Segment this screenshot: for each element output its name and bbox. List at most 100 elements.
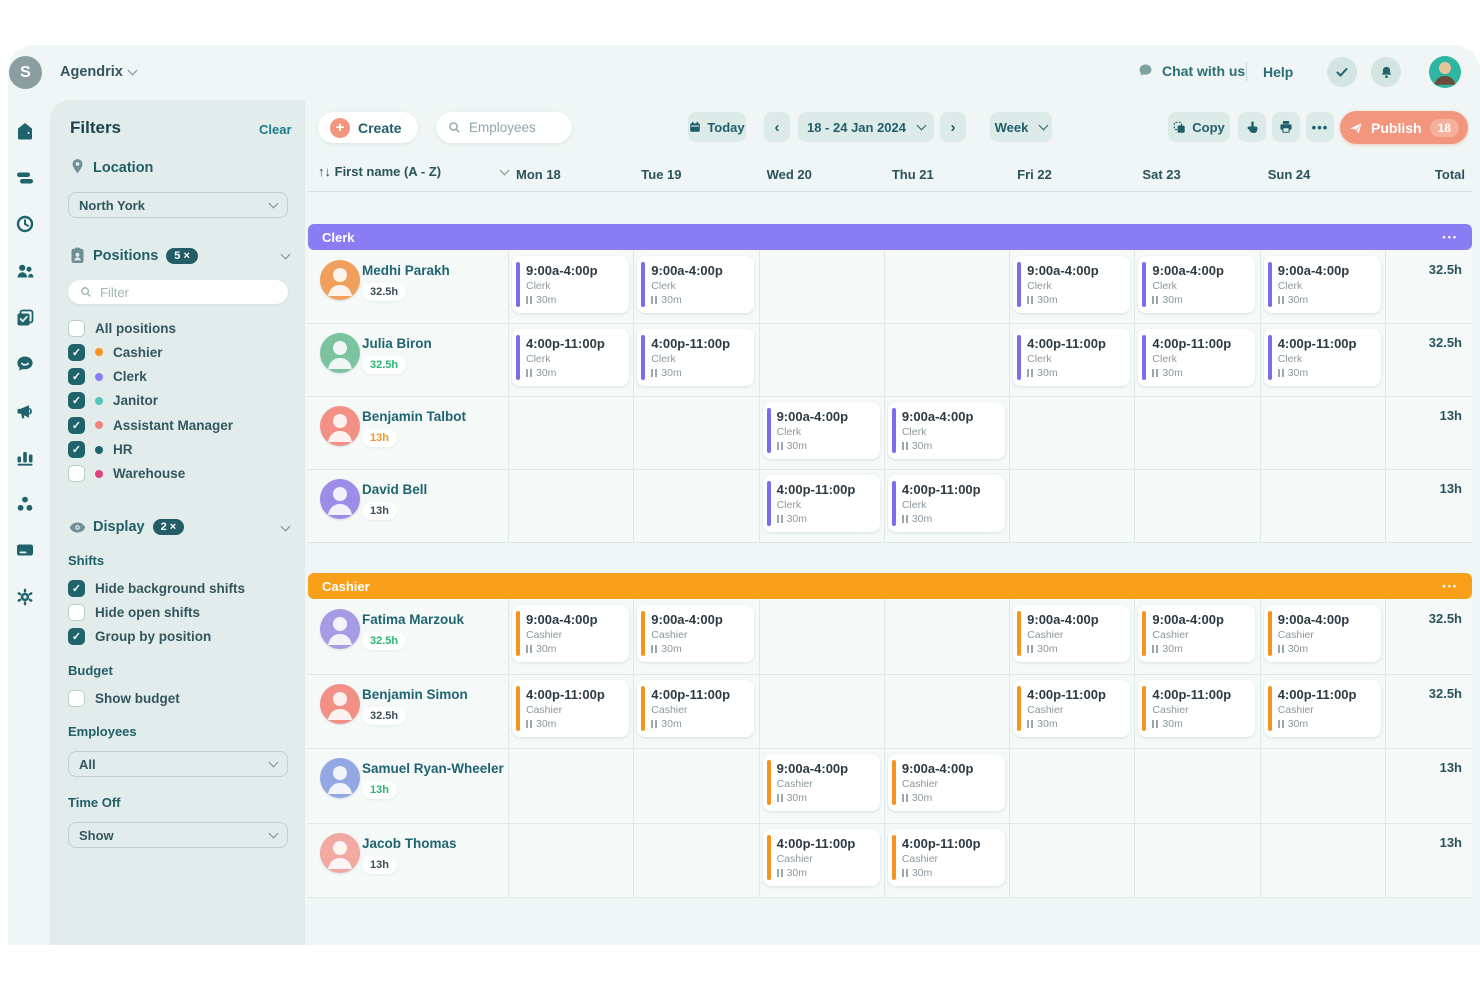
checkbox[interactable] — [68, 465, 85, 483]
position-filter-cashier[interactable]: ✓ Cashier — [68, 342, 163, 362]
prev-week-button[interactable]: ‹ — [764, 112, 790, 142]
shift-card[interactable]: 4:00p-11:00p Clerk 30m — [512, 329, 629, 386]
help-link[interactable]: Help — [1263, 64, 1294, 80]
shift-card[interactable]: 4:00p-11:00p Clerk 30m — [1263, 329, 1381, 386]
position-filter-assistant-manager[interactable]: ✓ Assistant Manager — [68, 415, 233, 435]
positions-header[interactable]: Positions 5 × — [93, 248, 198, 264]
rail-item-schedule[interactable] — [15, 168, 35, 188]
today-button[interactable]: Today — [688, 112, 746, 142]
employee-name[interactable]: Samuel Ryan-Wheeler — [362, 761, 504, 776]
position-filter-warehouse[interactable]: Warehouse — [68, 464, 185, 484]
checkbox[interactable] — [68, 689, 85, 707]
shift-card[interactable]: 4:00p-11:00p Cashier 30m — [512, 679, 629, 737]
rail-item-team[interactable] — [15, 261, 35, 281]
shift-card[interactable]: 9:00a-4:00p Cashier 30m — [762, 754, 880, 811]
shift-card[interactable]: 9:00a-4:00p Cashier 30m — [1013, 605, 1131, 662]
checkbox[interactable]: ✓ — [68, 343, 85, 361]
positions-count-badge[interactable]: 5 × — [166, 248, 198, 264]
timeoff-select[interactable]: Show — [68, 822, 288, 848]
display-option-group-by-position[interactable]: ✓ Group by position — [68, 627, 211, 647]
checkbox[interactable]: ✓ — [68, 579, 85, 597]
employee-name[interactable]: Julia Biron — [362, 336, 432, 351]
checkbox[interactable] — [68, 603, 85, 621]
shift-card[interactable]: 4:00p-11:00p Cashier 30m — [887, 828, 1005, 886]
shift-card[interactable]: 4:00p-11:00p Clerk 30m — [762, 475, 880, 532]
checkbox[interactable]: ✓ — [68, 392, 85, 410]
shift-card[interactable]: 9:00a-4:00p Cashier 30m — [887, 754, 1005, 811]
publish-button[interactable]: Publish 18 — [1340, 111, 1468, 144]
rail-item-reports[interactable] — [15, 447, 35, 467]
rail-item-announcements[interactable] — [15, 401, 35, 421]
shift-card[interactable]: 4:00p-11:00p Clerk 30m — [887, 475, 1005, 532]
employee-name[interactable]: Benjamin Simon — [362, 686, 468, 702]
budget-option-show-budget[interactable]: Show budget — [68, 688, 180, 708]
user-avatar[interactable] — [1429, 56, 1461, 88]
shift-card[interactable]: 9:00a-4:00p Cashier 30m — [512, 605, 629, 662]
checkbox[interactable]: ✓ — [68, 628, 85, 646]
checkbox[interactable]: ✓ — [68, 368, 85, 386]
group-menu-button[interactable]: ••• — [1442, 581, 1458, 591]
workspace-switcher[interactable]: Agendrix — [60, 63, 138, 81]
shift-card[interactable]: 9:00a-4:00p Clerk 30m — [887, 402, 1005, 459]
shift-card[interactable]: 4:00p-11:00p Cashier 30m — [762, 828, 880, 886]
date-range-button[interactable]: 18 - 24 Jan 2024 — [798, 112, 934, 142]
shift-card[interactable]: 9:00a-4:00p Clerk 30m — [512, 256, 629, 313]
employee-name[interactable]: David Bell — [362, 482, 428, 497]
employee-name[interactable]: Benjamin Talbot — [362, 409, 467, 424]
location-select[interactable]: North York — [68, 192, 288, 218]
shift-card[interactable]: 9:00a-4:00p Cashier 30m — [1263, 605, 1381, 662]
positions-filter-input[interactable]: Filter — [68, 280, 288, 304]
copy-button[interactable]: Copy — [1168, 112, 1230, 142]
employee-search-input[interactable]: Employees — [436, 112, 572, 143]
print-button[interactable] — [1272, 112, 1300, 142]
shift-card[interactable]: 9:00a-4:00p Clerk 30m — [1263, 256, 1381, 313]
sort-control[interactable]: ↑↓ First name (A - Z) — [318, 164, 510, 179]
shift-card[interactable]: 4:00p-11:00p Clerk 30m — [1138, 329, 1256, 386]
position-filter-hr[interactable]: ✓ HR — [68, 440, 133, 460]
rail-item-settings[interactable] — [15, 587, 35, 607]
position-filter-clerk[interactable]: ✓ Clerk — [68, 367, 147, 387]
view-mode-button[interactable]: Week — [990, 112, 1052, 142]
drag-mode-button[interactable] — [1238, 112, 1266, 142]
display-header[interactable]: Display 2 × — [93, 519, 185, 535]
checkbox[interactable]: ✓ — [68, 441, 85, 458]
workspace-logo[interactable]: S — [9, 56, 42, 89]
notifications-button[interactable] — [1371, 57, 1401, 87]
employee-name[interactable]: Jacob Thomas — [362, 835, 457, 851]
checkbox[interactable] — [68, 319, 85, 337]
rail-item-time-clock[interactable] — [15, 214, 35, 234]
rail-item-tasks[interactable] — [15, 308, 35, 328]
display-option-hide-background-shifts[interactable]: ✓ Hide background shifts — [68, 578, 245, 598]
shift-card[interactable]: 9:00a-4:00p Clerk 30m — [762, 402, 880, 459]
shift-card[interactable]: 9:00a-4:00p Clerk 30m — [1138, 256, 1256, 313]
shift-card[interactable]: 4:00p-11:00p Clerk 30m — [637, 329, 755, 386]
display-option-hide-open-shifts[interactable]: Hide open shifts — [68, 602, 200, 622]
shift-card[interactable]: 4:00p-11:00p Cashier 30m — [1013, 679, 1131, 737]
more-actions-button[interactable]: ••• — [1306, 112, 1334, 142]
employee-name[interactable]: Fatima Marzouk — [362, 612, 465, 627]
employees-select[interactable]: All — [68, 751, 288, 777]
shift-card[interactable]: 4:00p-11:00p Clerk 30m — [1013, 329, 1131, 386]
shift-card[interactable]: 4:00p-11:00p Cashier 30m — [1138, 679, 1256, 737]
shift-card[interactable]: 9:00a-4:00p Cashier 30m — [1138, 605, 1256, 662]
tasks-check-button[interactable] — [1327, 57, 1357, 87]
shift-card[interactable]: 9:00a-4:00p Clerk 30m — [1013, 256, 1131, 313]
rail-item-home[interactable] — [15, 121, 35, 141]
display-count-badge[interactable]: 2 × — [152, 519, 185, 535]
shift-card[interactable]: 4:00p-11:00p Cashier 30m — [1263, 679, 1381, 737]
next-week-button[interactable]: › — [940, 112, 966, 142]
filters-clear-button[interactable]: Clear — [259, 122, 292, 137]
checkbox[interactable]: ✓ — [68, 416, 85, 434]
shift-card[interactable]: 9:00a-4:00p Cashier 30m — [637, 605, 755, 662]
group-menu-button[interactable]: ••• — [1442, 232, 1458, 242]
rail-item-integrations[interactable] — [15, 494, 35, 514]
shift-card[interactable]: 4:00p-11:00p Cashier 30m — [637, 679, 755, 737]
rail-item-messages[interactable] — [15, 354, 35, 374]
position-filter-all-positions[interactable]: All positions — [68, 318, 176, 338]
position-filter-janitor[interactable]: ✓ Janitor — [68, 391, 158, 411]
shift-card[interactable]: 9:00a-4:00p Clerk 30m — [637, 256, 755, 313]
rail-item-billing[interactable] — [15, 540, 35, 560]
employee-name[interactable]: Medhi Parakh — [362, 263, 450, 278]
chat-with-us-link[interactable]: Chat with us — [1137, 62, 1245, 79]
create-button[interactable]: + Create — [318, 112, 418, 143]
